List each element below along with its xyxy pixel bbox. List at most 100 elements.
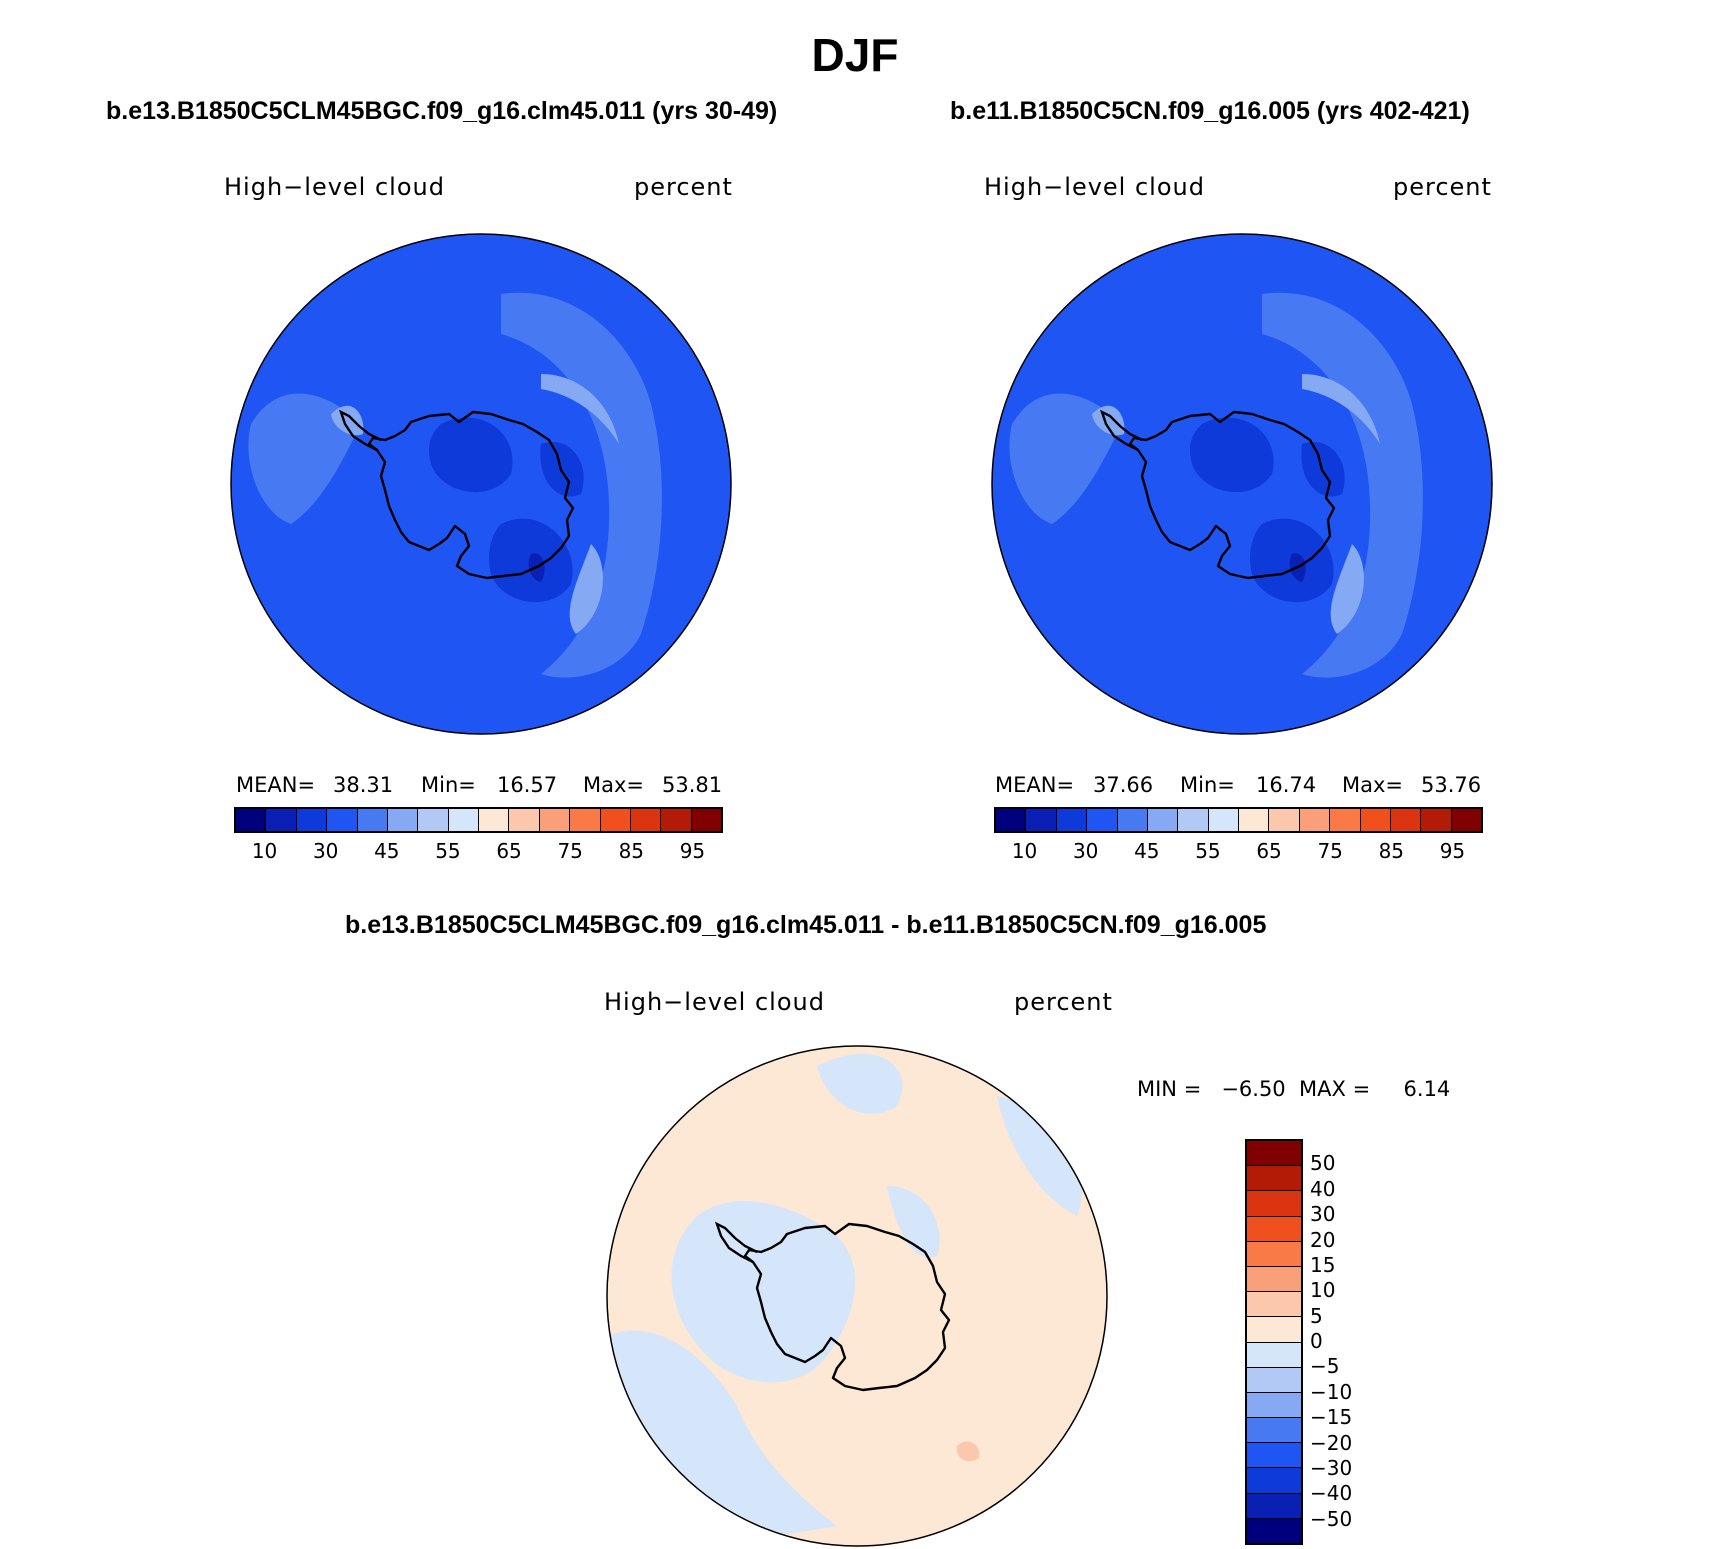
left-cloud-light-patch-2 — [569, 544, 603, 634]
left-min-value: 16.57 — [497, 773, 558, 797]
right-max-value: 53.76 — [1421, 773, 1482, 797]
colorbar-tick-label: 15 — [1310, 1252, 1336, 1277]
left-mean-value: 38.31 — [333, 773, 394, 797]
right-peninsula-coastline — [1099, 409, 1143, 452]
right-cloud-dark-patch — [1190, 417, 1274, 493]
colorbar-tick-label: 85 — [618, 839, 645, 863]
colorbar-swatch — [1208, 809, 1239, 831]
colorbar-swatch — [661, 809, 692, 831]
colorbar-swatch — [1147, 809, 1179, 831]
colorbar-swatch — [1117, 809, 1148, 831]
colorbar-tick-label: 55 — [435, 839, 461, 863]
colorbar-swatch — [691, 809, 721, 831]
diff-units-label: percent — [1014, 988, 1113, 1016]
right-cloud-band-east — [1262, 292, 1423, 678]
colorbar-tick-label: 20 — [1310, 1227, 1336, 1252]
colorbar-swatch — [600, 809, 631, 831]
right-min-value: 16.74 — [1256, 773, 1317, 797]
colorbar-swatch — [570, 809, 601, 831]
colorbar-swatch — [1247, 1367, 1301, 1393]
colorbar-tick-label: 85 — [1378, 839, 1405, 863]
diff-polar-map — [606, 1045, 1108, 1547]
colorbar-swatch — [1247, 1493, 1301, 1519]
right-mean-value: 37.66 — [1093, 773, 1154, 797]
left-polar-map — [230, 233, 732, 735]
diff-colorbar — [1245, 1139, 1303, 1545]
colorbar-tick-label: 10 — [251, 839, 278, 863]
left-peninsula-coastline — [338, 409, 382, 452]
colorbar-swatch — [1451, 809, 1481, 831]
colorbar-swatch — [1247, 1166, 1301, 1192]
colorbar-swatch — [1056, 809, 1088, 831]
diff-coastline — [743, 1222, 951, 1392]
colorbar-tick-label: 55 — [1195, 839, 1221, 863]
colorbar-tick-label: 95 — [1439, 839, 1466, 863]
colorbar-tick-label: 30 — [312, 839, 339, 863]
colorbar-tick-label: 95 — [679, 839, 706, 863]
colorbar-swatch — [1247, 1518, 1301, 1543]
colorbar-tick-label: 65 — [1256, 839, 1282, 863]
colorbar-tick-label: −30 — [1310, 1455, 1353, 1480]
right-mean-label: MEAN= — [995, 773, 1075, 797]
colorbar-swatch — [1247, 1266, 1301, 1293]
left-units-label: percent — [634, 173, 733, 201]
right-cloud-light-patch — [1302, 374, 1380, 444]
colorbar-swatch — [327, 809, 358, 831]
right-max-label: Max= — [1342, 773, 1404, 797]
colorbar-swatch — [1239, 809, 1270, 831]
left-variable-label: High−level cloud — [224, 173, 445, 201]
colorbar-swatch — [266, 809, 297, 831]
colorbar-swatch — [479, 809, 510, 831]
diff-positive-patch — [956, 1441, 980, 1462]
diff-peninsula-coastline — [714, 1221, 758, 1264]
left-coastline — [367, 410, 575, 580]
diff-case-title: b.e13.B1850C5CLM45BGC.f09_g16.clm45.011 … — [345, 911, 1267, 939]
colorbar-tick-label: 10 — [1310, 1278, 1336, 1303]
colorbar-swatch — [1247, 1443, 1301, 1469]
colorbar-tick-label: 65 — [496, 839, 522, 863]
left-map-border — [230, 233, 732, 735]
colorbar-swatch — [1247, 1216, 1301, 1242]
colorbar-swatch — [1178, 809, 1209, 831]
colorbar-swatch — [539, 809, 571, 831]
colorbar-swatch — [630, 809, 662, 831]
right-cloud-band-west — [1009, 393, 1122, 524]
colorbar-tick-label: 75 — [557, 839, 583, 863]
left-max-value: 53.81 — [662, 773, 723, 797]
colorbar-swatch — [236, 809, 267, 831]
right-min-label: Min= — [1180, 773, 1235, 797]
right-polar-map — [991, 233, 1493, 735]
left-max-label: Max= — [583, 773, 645, 797]
colorbar-swatch — [1330, 809, 1361, 831]
colorbar-swatch — [296, 809, 328, 831]
colorbar-tick-label: 45 — [374, 839, 400, 863]
colorbar-tick-label: 40 — [1310, 1176, 1336, 1201]
left-cloud-band-west — [248, 393, 361, 524]
right-case-title: b.e11.B1850C5CN.f09_g16.005 (yrs 402-421… — [950, 97, 1470, 125]
colorbar-swatch — [1421, 809, 1452, 831]
colorbar-swatch — [1247, 1468, 1301, 1494]
colorbar-tick-label: −20 — [1310, 1430, 1353, 1455]
right-units-label: percent — [1393, 173, 1492, 201]
colorbar-tick-label: 30 — [1310, 1202, 1336, 1227]
right-peninsula-light-patch — [1092, 405, 1125, 436]
colorbar-tick-label: −15 — [1310, 1405, 1353, 1430]
colorbar-swatch — [1247, 1241, 1301, 1267]
left-cloud-dark-patch — [429, 417, 513, 493]
colorbar-swatch — [1087, 809, 1118, 831]
right-map-border — [991, 233, 1493, 735]
left-case-title: b.e13.B1850C5CLM45BGC.f09_g16.clm45.011 … — [106, 97, 778, 125]
right-cloud-light-patch-2 — [1330, 544, 1364, 634]
colorbar-tick-label: 30 — [1072, 839, 1099, 863]
colorbar-swatch — [1247, 1342, 1301, 1368]
diff-negative-patch-north — [817, 1053, 903, 1114]
colorbar-swatch — [448, 809, 479, 831]
right-colorbar — [994, 807, 1483, 833]
colorbar-tick-label: 50 — [1310, 1151, 1336, 1176]
colorbar-tick-label: 75 — [1317, 839, 1343, 863]
colorbar-swatch — [357, 809, 388, 831]
left-cloud-light-patch — [541, 374, 619, 444]
colorbar-tick-label: −40 — [1310, 1481, 1353, 1506]
right-variable-label: High−level cloud — [984, 173, 1205, 201]
colorbar-swatch — [387, 809, 419, 831]
